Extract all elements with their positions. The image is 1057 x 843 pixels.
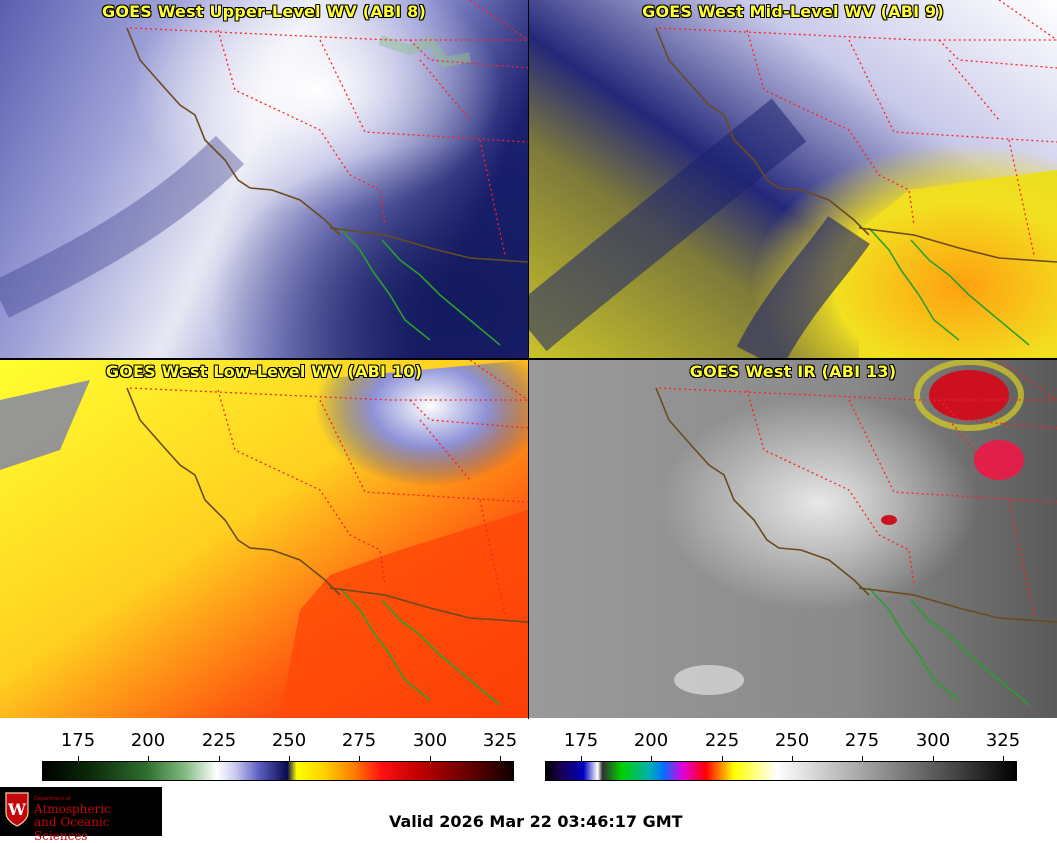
ir-tick-mark: [1003, 756, 1004, 763]
panel-mid-level-wv: GOES West Mid-Level WV (ABI 9): [529, 0, 1057, 358]
wv-tick-label: 225: [201, 730, 237, 751]
panel-ir: GOES West IR (ABI 13): [529, 360, 1057, 718]
wv-tick-label: 200: [130, 730, 166, 751]
logo-dept-text: Department of: [34, 796, 71, 802]
panel-upper-level-wv: GOES West Upper-Level WV (ABI 8): [0, 0, 528, 358]
wv-tick-mark: [430, 756, 431, 763]
ir-tick-label: 200: [633, 730, 669, 751]
ir-tick-mark: [792, 756, 793, 763]
uw-seal-letter: W: [7, 800, 27, 819]
wv-tick-label: 275: [341, 730, 377, 751]
ir-tick-mark: [581, 756, 582, 763]
ir-image: [529, 360, 1057, 718]
wv-tick-label: 175: [60, 730, 96, 751]
panel-divider-horizontal: [0, 358, 1057, 360]
ir-tick-label: 225: [704, 730, 740, 751]
panel-low-level-wv: GOES West Low-Level WV (ABI 10): [0, 360, 528, 718]
wv-tick-label: 250: [271, 730, 307, 751]
ir-colorbar-gradient: [545, 761, 1017, 781]
panel-title-upper-level-wv: GOES West Upper-Level WV (ABI 8): [102, 2, 426, 21]
ir-tick-label: 325: [985, 730, 1021, 751]
uw-seal-icon: W: [5, 792, 29, 827]
mid-level-wv-image: [529, 0, 1057, 358]
wv-tick-mark: [148, 756, 149, 763]
ir-colorbar: 175 200 225 250 275 300 325: [545, 720, 1021, 820]
wv-tick-label: 325: [482, 730, 518, 751]
wv-colorbar: 175 200 225 250 275 300 325: [42, 720, 518, 820]
ir-tick-mark: [933, 756, 934, 763]
panel-title-ir: GOES West IR (ABI 13): [689, 362, 897, 381]
ir-tick-label: 275: [844, 730, 880, 751]
wv-tick-mark: [78, 756, 79, 763]
logo-line2: and Oceanic Sciences: [34, 815, 110, 843]
wv-tick-mark: [219, 756, 220, 763]
valid-time: Valid 2026 Mar 22 03:46:17 GMT: [389, 812, 683, 831]
ir-tick-label: 300: [915, 730, 951, 751]
low-level-wv-image: [0, 360, 528, 718]
aos-logo: W Department of Atmospheric and Oceanic …: [0, 787, 162, 843]
wv-tick-mark: [289, 756, 290, 763]
logo-line1: Atmospheric: [34, 802, 111, 816]
ir-tick-label: 175: [563, 730, 599, 751]
ir-tick-mark: [651, 756, 652, 763]
ir-tick-label: 250: [774, 730, 810, 751]
panel-title-mid-level-wv: GOES West Mid-Level WV (ABI 9): [642, 2, 944, 21]
ir-tick-mark: [722, 756, 723, 763]
wv-colorbar-gradient: [42, 761, 514, 781]
ir-tick-mark: [862, 756, 863, 763]
panel-title-low-level-wv: GOES West Low-Level WV (ABI 10): [105, 362, 423, 381]
upper-level-wv-image: [0, 0, 528, 358]
wv-tick-mark: [359, 756, 360, 763]
wv-tick-label: 300: [412, 730, 448, 751]
wv-tick-mark: [500, 756, 501, 763]
